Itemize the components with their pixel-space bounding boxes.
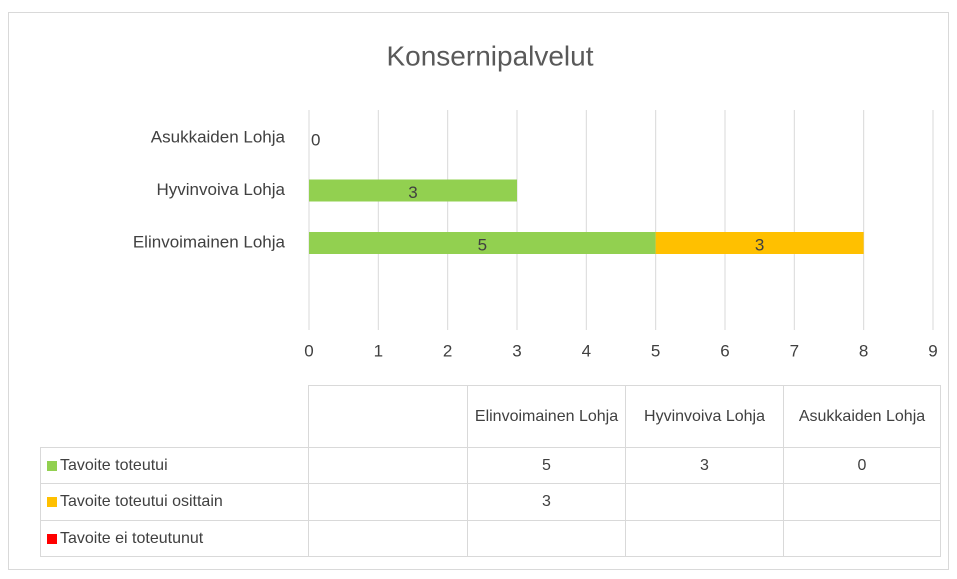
table-cell: [783, 483, 941, 521]
legend-entry: Tavoite toteutui: [40, 447, 309, 484]
bar: [655, 232, 864, 254]
table-cell: 0: [783, 447, 941, 484]
table-cell: 3: [625, 447, 784, 484]
legend-label: Tavoite ei toteutunut: [60, 529, 204, 547]
bar: [309, 179, 517, 202]
data-label: 5: [478, 235, 487, 254]
table-header: Asukkaiden Lohja: [783, 385, 941, 448]
legend-label: Tavoite toteutui: [60, 456, 168, 474]
table-cell: [467, 520, 626, 557]
x-tick-label: 4: [582, 341, 591, 360]
x-tick-label: 9: [928, 341, 937, 360]
table-cell: [783, 520, 941, 557]
table-cell: [308, 447, 468, 484]
table-cell: [625, 483, 784, 521]
legend-entry: Tavoite ei toteutunut: [40, 520, 309, 557]
table-header: Elinvoimainen Lohja: [467, 385, 626, 448]
legend-swatch: [47, 460, 57, 471]
data-label: 3: [408, 183, 417, 202]
x-tick-label: 7: [790, 341, 799, 360]
legend-entry: Tavoite toteutui osittain: [40, 483, 309, 521]
legend-swatch: [47, 533, 57, 544]
table-cell: [308, 520, 468, 557]
table-cell: [308, 483, 468, 521]
data-label: 3: [755, 235, 764, 254]
chart-title: Konsernipalvelut: [386, 40, 593, 71]
data-label: 0: [311, 130, 320, 149]
bar: [309, 232, 656, 254]
y-tick-label: Asukkaiden Lohja: [151, 127, 286, 146]
legend-label: Tavoite toteutui osittain: [60, 493, 223, 510]
y-tick-label: Elinvoimainen Lohja: [133, 232, 286, 251]
table-cell: [625, 520, 784, 557]
table-header: Hyvinvoiva Lohja: [625, 385, 784, 448]
legend-swatch: [47, 497, 57, 507]
x-tick-label: 2: [443, 341, 452, 360]
table-cell: 3: [467, 483, 626, 521]
y-tick-label: Hyvinvoiva Lohja: [156, 180, 285, 199]
table-cell: 5: [467, 447, 626, 484]
x-tick-label: 8: [859, 341, 868, 360]
table-cell: [308, 385, 468, 448]
x-tick-label: 6: [720, 341, 729, 360]
chart-border: [8, 12, 949, 570]
x-tick-label: 3: [512, 341, 521, 360]
x-tick-label: 5: [651, 341, 660, 360]
x-tick-label: 0: [304, 341, 313, 360]
x-tick-label: 1: [374, 341, 383, 360]
